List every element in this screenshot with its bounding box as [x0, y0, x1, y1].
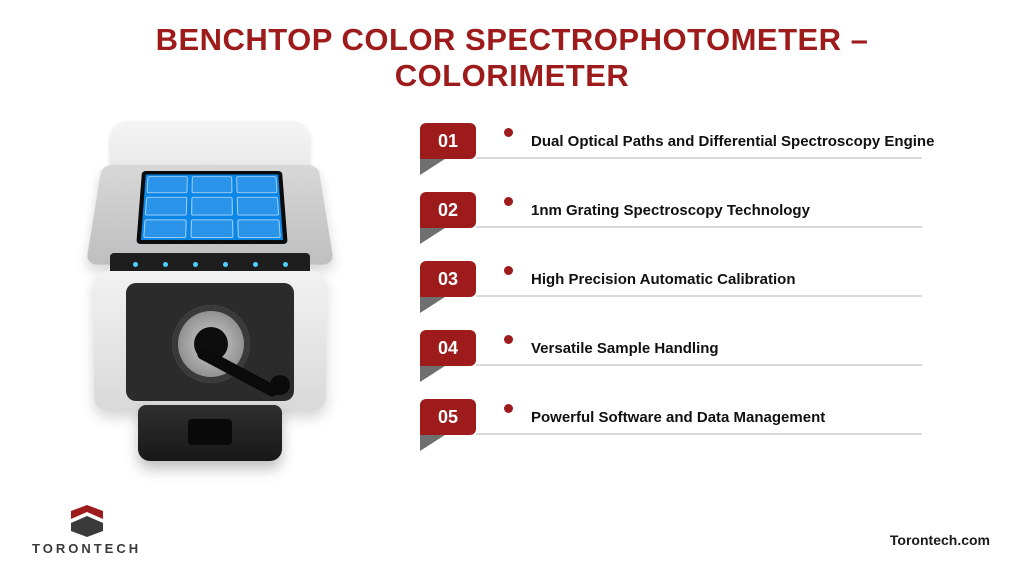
feature-number-wrap: 03 [420, 261, 482, 301]
feature-item: 04 Versatile Sample Handling [420, 330, 1004, 370]
feature-fold [420, 157, 448, 175]
feature-fold [420, 226, 448, 244]
feature-underline [476, 433, 922, 435]
page-title: BENCHTOP COLOR SPECTROPHOTOMETER – COLOR… [0, 0, 1024, 103]
feature-underline [476, 157, 922, 159]
device-column [20, 103, 400, 473]
feature-number: 04 [420, 330, 476, 366]
bullet-dot [504, 266, 513, 275]
feature-underline [476, 295, 922, 297]
feature-number: 05 [420, 399, 476, 435]
feature-text: Versatile Sample Handling [531, 340, 719, 357]
feature-item: 05 Powerful Software and Data Management [420, 399, 1004, 439]
feature-number: 02 [420, 192, 476, 228]
feature-number: 03 [420, 261, 476, 297]
device-screen [136, 171, 287, 244]
feature-fold [420, 364, 448, 382]
website-url: Torontech.com [890, 532, 990, 548]
feature-text: 1nm Grating Spectroscopy Technology [531, 202, 810, 219]
bullet-dot [504, 128, 513, 137]
feature-number-wrap: 01 [420, 123, 482, 163]
feature-number-wrap: 04 [420, 330, 482, 370]
feature-underline [476, 364, 922, 366]
bullet-dot [504, 335, 513, 344]
feature-number-wrap: 05 [420, 399, 482, 439]
feature-item: 01 Dual Optical Paths and Differential S… [420, 123, 1004, 163]
feature-number: 01 [420, 123, 476, 159]
feature-item: 02 1nm Grating Spectroscopy Technology [420, 192, 1004, 232]
feature-number-wrap: 02 [420, 192, 482, 232]
brand-logo: TORONTECH [32, 505, 141, 556]
logo-icon [65, 505, 109, 537]
feature-fold [420, 433, 448, 451]
feature-text: High Precision Automatic Calibration [531, 271, 795, 288]
feature-text: Dual Optical Paths and Differential Spec… [531, 133, 934, 150]
device-base-slot [188, 419, 232, 445]
feature-underline [476, 226, 922, 228]
feature-text: Powerful Software and Data Management [531, 409, 825, 426]
logo-text: TORONTECH [32, 541, 141, 556]
bullet-dot [504, 404, 513, 413]
feature-fold [420, 295, 448, 313]
content-row: 01 Dual Optical Paths and Differential S… [0, 103, 1024, 473]
features-column: 01 Dual Optical Paths and Differential S… [400, 103, 1004, 473]
bullet-dot [504, 197, 513, 206]
feature-item: 03 High Precision Automatic Calibration [420, 261, 1004, 301]
device-illustration [80, 113, 340, 473]
